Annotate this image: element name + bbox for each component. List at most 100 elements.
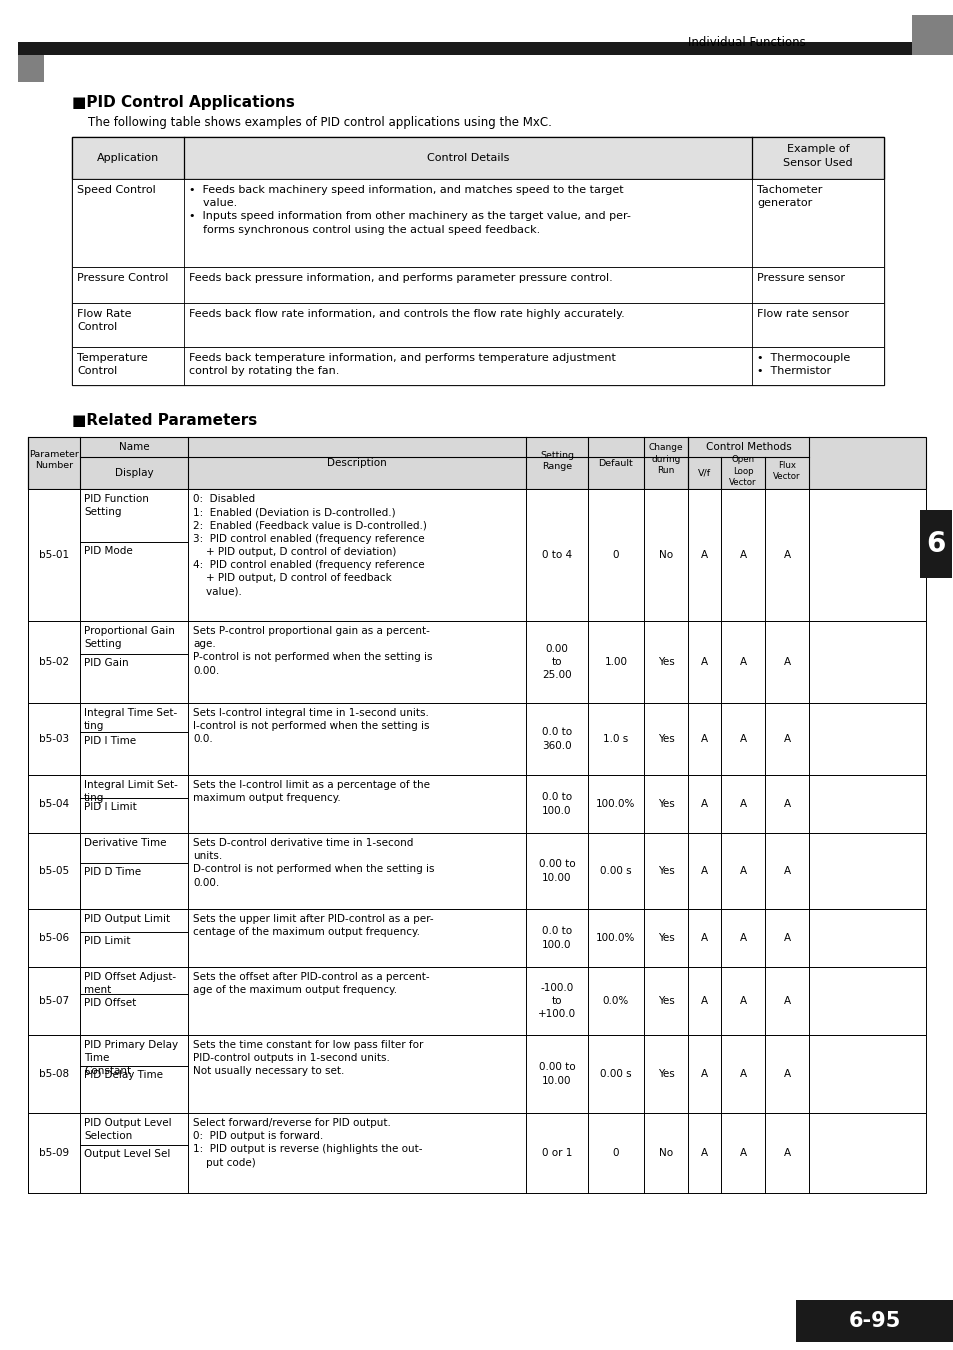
Text: Proportional Gain
Setting: Proportional Gain Setting xyxy=(84,626,174,649)
Text: Sets I-control integral time in 1-second units.
I-control is not performed when : Sets I-control integral time in 1-second… xyxy=(193,707,429,744)
Text: 0: 0 xyxy=(612,549,618,560)
Text: Yes: Yes xyxy=(657,996,674,1006)
Text: A: A xyxy=(700,1069,707,1079)
Text: A: A xyxy=(739,799,746,809)
Text: A: A xyxy=(782,996,790,1006)
Text: Sets the upper limit after PID-control as a per-
centage of the maximum output f: Sets the upper limit after PID-control a… xyxy=(193,914,434,937)
Text: Pressure sensor: Pressure sensor xyxy=(757,273,844,284)
Bar xyxy=(18,42,912,55)
Text: Feeds back pressure information, and performs parameter pressure control.: Feeds back pressure information, and per… xyxy=(189,273,612,284)
Text: Pressure Control: Pressure Control xyxy=(77,273,168,284)
Text: PID Function
Setting: PID Function Setting xyxy=(84,494,149,517)
Text: b5-06: b5-06 xyxy=(39,933,69,944)
Text: 0.0 to
100.0: 0.0 to 100.0 xyxy=(541,926,572,949)
Text: ■PID Control Applications: ■PID Control Applications xyxy=(71,95,294,109)
Text: Default: Default xyxy=(598,459,633,467)
Text: 100.0%: 100.0% xyxy=(596,933,635,944)
Text: 0.00 to
10.00: 0.00 to 10.00 xyxy=(538,860,575,883)
Text: A: A xyxy=(782,799,790,809)
Text: 0.00
to
25.00: 0.00 to 25.00 xyxy=(541,644,571,680)
Text: Flow rate sensor: Flow rate sensor xyxy=(757,309,848,319)
Bar xyxy=(71,136,883,180)
Text: A: A xyxy=(739,933,746,944)
Text: PID I Time: PID I Time xyxy=(84,736,136,745)
Text: Example of
Sensor Used: Example of Sensor Used xyxy=(782,144,852,167)
Text: 100.0%: 100.0% xyxy=(596,799,635,809)
Text: A: A xyxy=(782,549,790,560)
Text: Output Level Sel: Output Level Sel xyxy=(84,1149,171,1160)
Text: 6-95: 6-95 xyxy=(848,1311,901,1331)
Text: Yes: Yes xyxy=(657,1069,674,1079)
Text: Select forward/reverse for PID output.
0:  PID output is forward.
1:  PID output: Select forward/reverse for PID output. 0… xyxy=(193,1118,422,1168)
Text: PID Primary Delay
Time
Constant: PID Primary Delay Time Constant xyxy=(84,1040,178,1076)
Text: b5-08: b5-08 xyxy=(39,1069,69,1079)
Text: V/f: V/f xyxy=(698,468,710,478)
Text: 0.0%: 0.0% xyxy=(602,996,628,1006)
Text: Sets P-control proportional gain as a percent-
age.
P-control is not performed w: Sets P-control proportional gain as a pe… xyxy=(193,626,432,675)
Text: A: A xyxy=(739,734,746,744)
Text: 0.00 s: 0.00 s xyxy=(599,865,631,876)
Bar xyxy=(919,510,951,578)
Text: PID Delay Time: PID Delay Time xyxy=(84,1071,163,1080)
Text: Sets the time constant for low pass filter for
PID-control outputs in 1-second u: Sets the time constant for low pass filt… xyxy=(193,1040,423,1076)
Text: A: A xyxy=(700,1148,707,1158)
Text: A: A xyxy=(782,657,790,667)
Text: PID Offset: PID Offset xyxy=(84,998,136,1008)
Text: PID Mode: PID Mode xyxy=(84,545,132,556)
Text: Yes: Yes xyxy=(657,799,674,809)
Text: Integral Limit Set-
ting: Integral Limit Set- ting xyxy=(84,780,177,803)
Text: Temperature
Control: Temperature Control xyxy=(77,352,148,377)
Text: PID I Limit: PID I Limit xyxy=(84,802,136,813)
Text: Yes: Yes xyxy=(657,933,674,944)
Text: A: A xyxy=(739,1148,746,1158)
Text: Feeds back temperature information, and performs temperature adjustment
control : Feeds back temperature information, and … xyxy=(189,352,616,377)
Text: PID Offset Adjust-
ment: PID Offset Adjust- ment xyxy=(84,972,176,995)
Text: •  Thermocouple
•  Thermistor: • Thermocouple • Thermistor xyxy=(757,352,849,377)
Text: Individual Functions: Individual Functions xyxy=(687,35,805,49)
Text: A: A xyxy=(739,865,746,876)
Text: Setting
Range: Setting Range xyxy=(539,451,574,471)
Text: 0.00 to
10.00: 0.00 to 10.00 xyxy=(538,1062,575,1085)
Bar xyxy=(18,55,44,82)
Bar xyxy=(28,1112,925,1193)
Text: Control Methods: Control Methods xyxy=(705,441,791,452)
Text: PID D Time: PID D Time xyxy=(84,868,141,878)
Text: Sets the offset after PID-control as a percent-
age of the maximum output freque: Sets the offset after PID-control as a p… xyxy=(193,972,429,995)
Text: Yes: Yes xyxy=(657,657,674,667)
Text: PID Output Limit: PID Output Limit xyxy=(84,914,170,923)
Text: A: A xyxy=(700,734,707,744)
Bar xyxy=(28,703,925,775)
Text: Parameter
Number: Parameter Number xyxy=(29,450,79,470)
Text: A: A xyxy=(700,996,707,1006)
Bar xyxy=(795,1300,953,1342)
Text: 1.00: 1.00 xyxy=(604,657,627,667)
Text: A: A xyxy=(782,1148,790,1158)
Text: Sets D-control derivative time in 1-second
units.
D-control is not performed whe: Sets D-control derivative time in 1-seco… xyxy=(193,838,434,887)
Text: Description: Description xyxy=(327,458,387,468)
Bar xyxy=(28,1035,925,1112)
Text: Display: Display xyxy=(114,468,153,478)
Text: A: A xyxy=(782,933,790,944)
Text: 0: 0 xyxy=(612,1148,618,1158)
Bar xyxy=(28,775,925,833)
Text: 0.0 to
100.0: 0.0 to 100.0 xyxy=(541,792,572,815)
Text: Speed Control: Speed Control xyxy=(77,185,155,194)
Text: Application: Application xyxy=(97,153,159,163)
Text: A: A xyxy=(782,734,790,744)
Text: Sets the I-control limit as a percentage of the
maximum output frequency.: Sets the I-control limit as a percentage… xyxy=(193,780,430,803)
Text: b5-03: b5-03 xyxy=(39,734,69,744)
Text: Change
during
Run: Change during Run xyxy=(648,443,682,475)
Text: PID Gain: PID Gain xyxy=(84,657,129,668)
Bar xyxy=(71,347,883,385)
Text: A: A xyxy=(782,865,790,876)
Text: Flux
Vector: Flux Vector xyxy=(773,460,800,482)
Bar xyxy=(71,136,883,385)
Bar xyxy=(71,180,883,267)
Text: A: A xyxy=(700,549,707,560)
Text: Control Details: Control Details xyxy=(426,153,509,163)
Bar xyxy=(911,15,953,55)
Text: A: A xyxy=(739,996,746,1006)
Text: b5-05: b5-05 xyxy=(39,865,69,876)
Text: A: A xyxy=(700,933,707,944)
Text: A: A xyxy=(782,1069,790,1079)
